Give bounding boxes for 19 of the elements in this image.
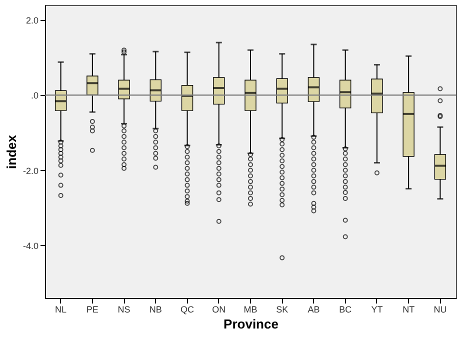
x-axis-title: Province [224, 316, 278, 332]
x-tick-label: PE [86, 304, 98, 314]
x-tick-label: BC [339, 304, 352, 314]
y-tick-label: -4.0 [22, 240, 38, 251]
x-tick-label: AB [308, 304, 320, 314]
y-tick-label: .0 [30, 90, 38, 101]
y-tick-label: -2.0 [22, 166, 38, 176]
x-tick-label: SK [276, 304, 288, 314]
x-tick-label: NS [118, 304, 130, 314]
x-tick-label: YT [371, 304, 384, 314]
y-tick-label: 2.0 [26, 16, 38, 26]
y-axis-title: index [4, 134, 19, 169]
x-tick-label: QC [180, 304, 195, 314]
x-tick-label: ON [212, 304, 226, 314]
x-tick-label: NT [402, 304, 416, 314]
x-tick-label: NL [55, 304, 67, 314]
x-tick-label: NU [434, 304, 447, 314]
x-tick-label: NB [149, 304, 162, 314]
x-tick-label: MB [244, 304, 258, 314]
